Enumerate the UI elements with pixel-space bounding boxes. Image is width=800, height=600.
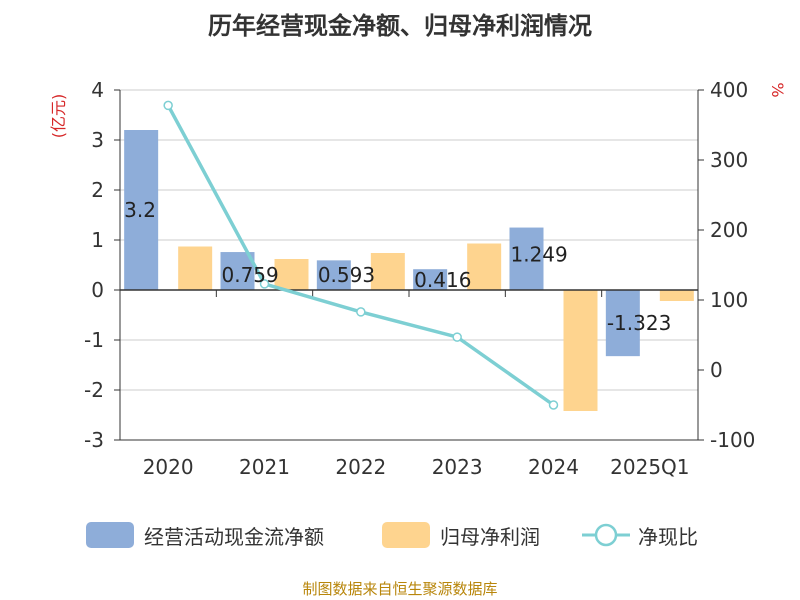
point-ratio xyxy=(452,332,462,342)
y-right-tick-label: -100 xyxy=(710,428,755,452)
legend-swatch-ratio xyxy=(582,523,630,547)
legend-label-ratio: 净现比 xyxy=(638,524,698,549)
y-left-tick-label: 3 xyxy=(91,128,104,152)
bar-net-profit xyxy=(467,243,502,290)
y-right-tick-label: 300 xyxy=(710,148,748,172)
legend-swatch-cashflow xyxy=(86,522,134,548)
bar-cashflow xyxy=(605,290,640,357)
data-label-cashflow: 0.759 xyxy=(222,263,279,287)
data-label-cashflow: 0.416 xyxy=(414,268,471,292)
y-right-tick-label: 100 xyxy=(710,288,748,312)
x-tick-label: 2023 xyxy=(432,455,483,479)
y-left-tick-label: -2 xyxy=(84,378,104,402)
y-left-tick-label: 1 xyxy=(91,228,104,252)
bar-net-profit xyxy=(178,246,213,290)
point-ratio xyxy=(259,279,270,289)
bar-net-profit xyxy=(370,253,405,290)
bar-cashflow xyxy=(124,130,159,290)
y-left-tick-label: -3 xyxy=(84,428,104,452)
bar-cashflow xyxy=(316,260,351,290)
point-ratio xyxy=(356,307,366,317)
legend-item-ratio[interactable]: 净现比 xyxy=(582,520,698,550)
x-tick-label: 2022 xyxy=(335,455,386,479)
y-right-tick-label: 0 xyxy=(710,358,723,382)
bar-net-profit xyxy=(274,259,309,290)
y-left-tick-label: 4 xyxy=(91,78,104,102)
bar-net-profit xyxy=(659,290,694,301)
data-label-cashflow: -1.323 xyxy=(607,311,671,335)
y-right-tick-label: 400 xyxy=(710,78,748,102)
x-tick-label: 2020 xyxy=(143,455,194,479)
y-right-tick-label: 200 xyxy=(710,218,748,242)
bar-cashflow xyxy=(509,227,544,290)
data-label-cashflow: 3.2 xyxy=(124,198,156,222)
bar-cashflow xyxy=(413,269,448,290)
legend-label-net-profit: 归母净利润 xyxy=(440,524,540,549)
bar-net-profit xyxy=(563,290,598,411)
legend-swatch-net-profit xyxy=(382,522,430,548)
y-right-axis-label: % xyxy=(768,82,787,97)
y-left-tick-label: 0 xyxy=(91,278,104,302)
x-tick-label: 2025Q1 xyxy=(610,455,689,479)
data-label-cashflow: 1.249 xyxy=(511,243,568,267)
legend-item-net-profit[interactable]: 归母净利润 xyxy=(382,520,540,550)
point-ratio xyxy=(548,400,559,410)
source-note: 制图数据来自恒生聚源数据库 xyxy=(302,580,498,598)
data-label-cashflow: 0.593 xyxy=(318,263,375,287)
legend-label-cashflow: 经营活动现金流净额 xyxy=(144,524,324,549)
legend-item-cashflow[interactable]: 经营活动现金流净额 xyxy=(86,520,324,550)
x-tick-label: 2024 xyxy=(528,455,579,479)
y-left-axis-label: (亿元) xyxy=(49,94,68,139)
point-ratio xyxy=(163,100,173,111)
x-tick-label: 2021 xyxy=(239,455,290,479)
chart-title: 历年经营现金净额、归母净利润情况 xyxy=(208,12,592,40)
y-left-tick-label: -1 xyxy=(84,328,104,352)
y-left-tick-label: 2 xyxy=(91,178,104,202)
